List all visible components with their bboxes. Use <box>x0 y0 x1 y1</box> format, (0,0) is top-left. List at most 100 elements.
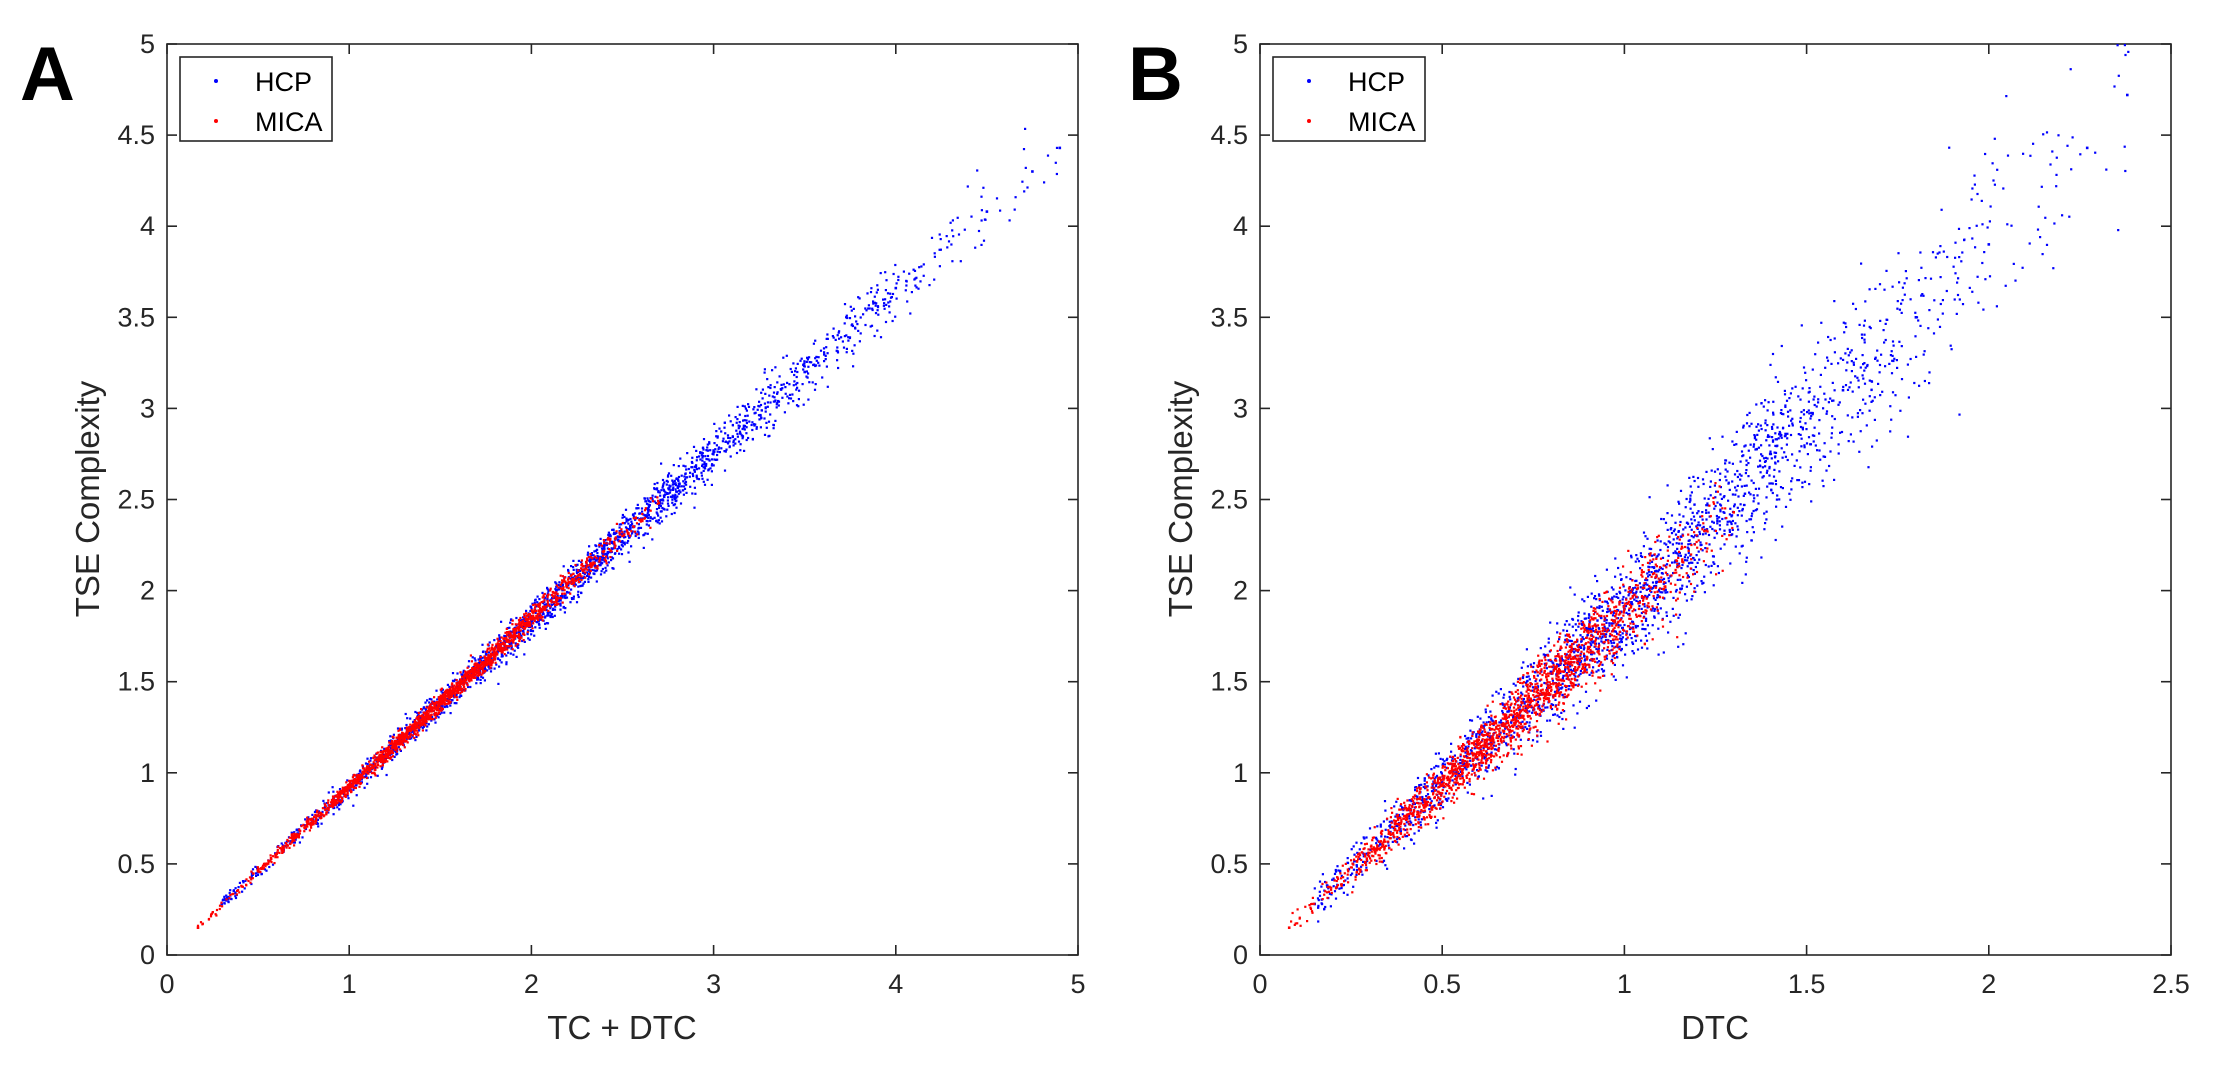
scatter-point <box>518 636 521 640</box>
scatter-point <box>913 269 917 272</box>
scatter-point <box>1419 821 1422 824</box>
scatter-point <box>869 325 872 328</box>
scatter-point <box>670 474 673 477</box>
scatter-point <box>666 499 669 502</box>
scatter-point <box>1639 590 1642 593</box>
scatter-point <box>346 786 349 789</box>
scatter-point <box>409 723 412 726</box>
scatter-point <box>1557 688 1560 691</box>
scatter-point <box>1709 525 1712 528</box>
scatter-point <box>1707 533 1711 537</box>
scatter-point <box>854 326 857 329</box>
scatter-point <box>414 726 417 730</box>
scatter-point <box>1740 514 1743 517</box>
scatter-point <box>391 744 394 747</box>
scatter-point <box>352 804 355 807</box>
scatter-point <box>1384 835 1387 838</box>
x-tick-label: 4 <box>888 969 903 999</box>
scatter-point <box>1490 717 1493 720</box>
scatter-point <box>530 607 533 611</box>
scatter-point <box>405 723 408 727</box>
scatter-point <box>311 813 314 816</box>
scatter-point <box>238 891 241 894</box>
scatter-point <box>1745 422 1749 425</box>
scatter-point <box>332 802 336 805</box>
scatter-point <box>1627 594 1630 597</box>
scatter-point <box>530 633 533 636</box>
scatter-point <box>1753 435 1757 438</box>
scatter-point <box>1618 645 1621 648</box>
scatter-point <box>1703 575 1706 578</box>
scatter-point <box>535 605 538 608</box>
scatter-point <box>503 648 506 652</box>
scatter-point <box>625 518 628 521</box>
scatter-point <box>452 688 455 691</box>
scatter-point <box>276 851 279 854</box>
y-tick-label: 2.5 <box>117 485 155 515</box>
scatter-point <box>700 454 703 457</box>
scatter-point <box>562 605 565 609</box>
scatter-point <box>1675 542 1678 545</box>
scatter-point <box>250 874 253 877</box>
scatter-point <box>917 287 920 290</box>
scatter-point <box>1484 708 1487 711</box>
scatter-point <box>363 786 366 789</box>
scatter-point <box>514 633 517 637</box>
scatter-point <box>610 556 613 559</box>
scatter-point <box>760 391 763 394</box>
scatter-point <box>1679 535 1682 538</box>
scatter-point <box>834 338 837 341</box>
scatter-point <box>441 703 444 706</box>
scatter-point <box>1846 414 1849 417</box>
scatter-point <box>675 499 678 502</box>
scatter-point <box>952 235 955 238</box>
scatter-point <box>922 274 925 277</box>
scatter-point <box>490 657 493 660</box>
scatter-point <box>705 462 708 466</box>
scatter-point <box>421 729 424 732</box>
scatter-point <box>1827 401 1830 404</box>
scatter-point <box>517 623 520 626</box>
scatter-point <box>1515 725 1518 728</box>
scatter-point <box>385 756 388 759</box>
scatter-point <box>1346 877 1349 880</box>
scatter-point <box>951 229 954 232</box>
scatter-point <box>381 753 384 756</box>
scatter-point <box>306 818 309 821</box>
scatter-point <box>685 491 688 494</box>
scatter-point <box>675 477 678 480</box>
scatter-point <box>620 540 623 544</box>
scatter-point <box>947 240 951 243</box>
scatter-point <box>605 553 608 556</box>
scatter-point <box>1753 437 1756 440</box>
scatter-point <box>1375 842 1378 845</box>
scatter-point <box>582 582 585 585</box>
scatter-point <box>223 895 226 898</box>
scatter-point <box>424 720 427 723</box>
scatter-point <box>946 246 949 249</box>
scatter-point <box>477 664 480 667</box>
scatter-point <box>427 708 430 711</box>
scatter-point <box>1464 734 1467 738</box>
scatter-point <box>886 292 890 295</box>
scatter-point <box>507 632 511 635</box>
scatter-point <box>1600 617 1603 620</box>
scatter-point <box>864 307 867 310</box>
scatter-point <box>488 657 491 660</box>
scatter-point <box>1432 790 1435 793</box>
scatter-point <box>736 435 739 438</box>
scatter-point <box>1874 356 1877 359</box>
scatter-point <box>758 418 761 421</box>
scatter-point <box>374 762 377 765</box>
scatter-point <box>482 664 485 667</box>
scatter-point <box>305 824 308 827</box>
scatter-point <box>613 546 616 549</box>
scatter-point <box>656 481 659 485</box>
scatter-point <box>541 616 544 619</box>
scatter-point <box>1868 288 1871 291</box>
scatter-point <box>603 548 606 551</box>
scatter-point <box>564 607 567 610</box>
scatter-point <box>281 846 284 849</box>
scatter-point <box>777 404 780 407</box>
scatter-point <box>478 669 481 672</box>
